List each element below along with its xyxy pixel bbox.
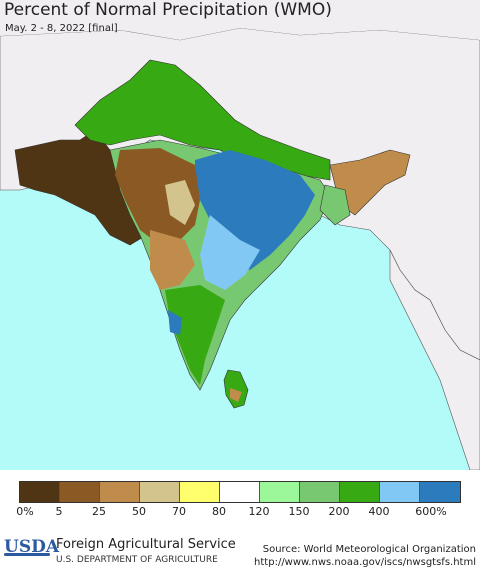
region-dry-west-tan <box>150 230 195 290</box>
precipitation-map <box>0 0 480 470</box>
source-url: http://www.nws.noaa.gov/iscs/nwsgtsfs.ht… <box>254 557 476 568</box>
legend-color-bar <box>19 481 461 503</box>
legend-swatch <box>420 482 460 502</box>
agency-name: Foreign Agricultural Service <box>56 537 236 552</box>
legend-swatch <box>260 482 300 502</box>
region-srilanka <box>223 369 249 409</box>
legend-tick-label: 150 <box>288 505 310 518</box>
region-bangladesh <box>319 184 351 226</box>
legend-swatch <box>380 482 420 502</box>
legend-tick-label: 120 <box>248 505 270 518</box>
legend-swatch <box>20 482 60 502</box>
legend-tick-label: 70 <box>172 505 186 518</box>
region-srilanka-dry <box>230 388 242 402</box>
legend-tick-label: 0% <box>16 505 34 518</box>
legend-swatch <box>300 482 340 502</box>
region-dry-west-pale <box>165 180 195 225</box>
legend-tick-label: 600% <box>415 505 447 518</box>
region-wet-east-light <box>200 215 260 290</box>
land-east <box>389 249 480 470</box>
legend-swatch <box>180 482 220 502</box>
legend-tick-label: 400 <box>368 505 390 518</box>
legend-swatch <box>100 482 140 502</box>
department-name: U.S. DEPARTMENT OF AGRICULTURE <box>56 555 218 565</box>
map-subtitle: May. 2 - 8, 2022 [final] <box>5 23 118 34</box>
usda-logo-text: USDA <box>4 537 60 557</box>
region-north <box>74 59 331 181</box>
legend-tick-label: 200 <box>328 505 350 518</box>
legend-swatch <box>140 482 180 502</box>
legend-tick-label: 5 <box>55 505 63 518</box>
legend-swatch <box>340 482 380 502</box>
legend-tick-label: 50 <box>132 505 146 518</box>
legend-tick-label: 80 <box>212 505 226 518</box>
region-south <box>165 285 225 385</box>
legend-swatch <box>220 482 260 502</box>
legend-swatch <box>60 482 100 502</box>
usda-swoosh-icon <box>4 553 50 556</box>
source-credit: Source: World Meteorological Organizatio… <box>262 544 476 555</box>
usda-logo: USDA <box>4 537 59 557</box>
map-title: Percent of Normal Precipitation (WMO) <box>4 0 332 20</box>
legend-tick-label: 25 <box>92 505 106 518</box>
region-south-blue <box>168 310 182 335</box>
land-outside-north <box>0 0 480 40</box>
